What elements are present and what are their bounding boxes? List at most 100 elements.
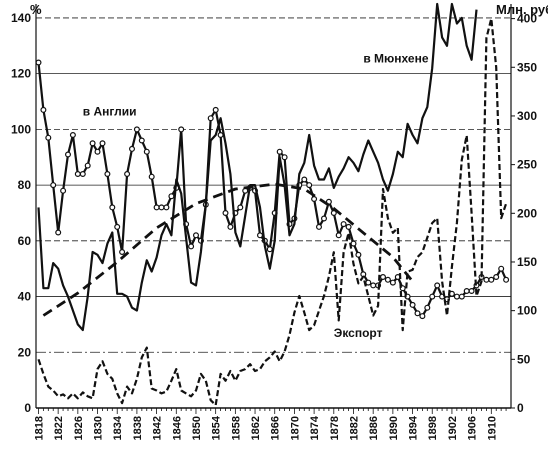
x-tick-label: 1834 (112, 415, 124, 440)
x-tick-label: 1874 (309, 415, 321, 440)
data-point (281, 154, 288, 161)
data-point (370, 282, 377, 289)
series-annotation: в Англии (83, 104, 137, 118)
x-tick-label: 1838 (132, 416, 144, 440)
x-tick-label: 1826 (73, 416, 85, 440)
data-point (188, 243, 195, 250)
left-tick-label: 140 (11, 11, 31, 25)
data-point (89, 140, 96, 147)
data-point (409, 301, 416, 308)
data-point (365, 279, 372, 286)
data-point (424, 304, 431, 311)
data-point (207, 115, 214, 122)
left-tick-label: 80 (18, 178, 32, 192)
data-point (217, 132, 224, 139)
data-point (414, 310, 421, 317)
series-annotation: в Мюнхене (363, 52, 429, 66)
data-point (434, 282, 441, 289)
data-point (35, 59, 42, 66)
data-point (321, 215, 328, 222)
series-line (37, 2, 478, 332)
axis-layer (35, 4, 515, 414)
data-point (138, 137, 145, 144)
right-tick-label: 350 (517, 60, 537, 74)
series-2 (37, 17, 508, 407)
data-point (237, 204, 244, 211)
data-point (143, 148, 150, 155)
right-axis-unit: Млн. руб. (496, 2, 548, 17)
data-point (114, 223, 121, 230)
data-point (330, 210, 337, 217)
left-tick-label: 0 (24, 401, 31, 415)
data-point (212, 106, 219, 113)
data-point (133, 126, 140, 133)
right-tick-label: 250 (517, 158, 537, 172)
x-tick-label: 1906 (467, 416, 479, 440)
data-point (340, 221, 347, 228)
series-layer (35, 2, 510, 407)
x-tick-label: 1842 (152, 416, 164, 440)
data-point (355, 251, 362, 258)
right-tick-label: 0 (517, 401, 524, 415)
left-tick-label: 20 (18, 345, 32, 359)
data-point (453, 293, 460, 300)
data-point (99, 140, 106, 147)
data-point (193, 232, 200, 239)
x-tick-label: 1830 (93, 416, 105, 440)
data-point (380, 274, 387, 281)
x-tick-label: 1910 (486, 416, 498, 440)
data-point (94, 148, 101, 155)
data-point (419, 313, 426, 320)
data-point (503, 276, 510, 283)
x-tick-label: 1858 (230, 416, 242, 440)
data-point (60, 187, 67, 194)
data-point (163, 204, 170, 211)
data-point (350, 240, 357, 247)
data-point (109, 204, 116, 211)
data-point (40, 106, 47, 113)
x-tick-label: 1898 (427, 416, 439, 440)
data-point (84, 162, 91, 169)
data-point (311, 196, 318, 203)
data-point (257, 232, 264, 239)
data-point (45, 134, 52, 141)
left-tick-label: 120 (11, 67, 31, 81)
series-line (42, 182, 414, 317)
data-point (345, 223, 352, 230)
series-3 (42, 182, 414, 317)
data-point (148, 173, 155, 180)
data-point (79, 171, 86, 178)
data-point (227, 223, 234, 230)
data-point (69, 132, 76, 139)
x-tick-label: 1850 (191, 416, 203, 440)
x-tick-label: 1890 (388, 416, 400, 440)
left-tick-label: 40 (18, 290, 32, 304)
right-tick-label: 200 (517, 206, 537, 220)
data-point (468, 288, 475, 295)
x-tick-label: 1870 (289, 416, 301, 440)
data-point (483, 276, 490, 283)
data-point (129, 145, 136, 152)
data-point (389, 279, 396, 286)
data-point (158, 204, 165, 211)
x-tick-label: 1878 (329, 416, 341, 440)
x-tick-label: 1894 (408, 415, 420, 440)
right-tick-label: 50 (517, 352, 531, 366)
grid-layer (36, 17, 511, 353)
series-line (37, 17, 508, 407)
data-point (168, 193, 175, 200)
data-point (335, 232, 342, 239)
x-tick-label: 1882 (348, 416, 360, 440)
series-line (37, 62, 508, 318)
x-tick-label: 1822 (53, 416, 65, 440)
data-point (301, 176, 308, 183)
data-point (104, 171, 111, 178)
data-point (384, 276, 391, 283)
data-point (64, 151, 71, 158)
left-tick-label: 60 (18, 234, 32, 248)
data-point (306, 182, 313, 189)
series-0 (35, 59, 510, 320)
data-point (429, 293, 436, 300)
data-point (153, 204, 160, 211)
